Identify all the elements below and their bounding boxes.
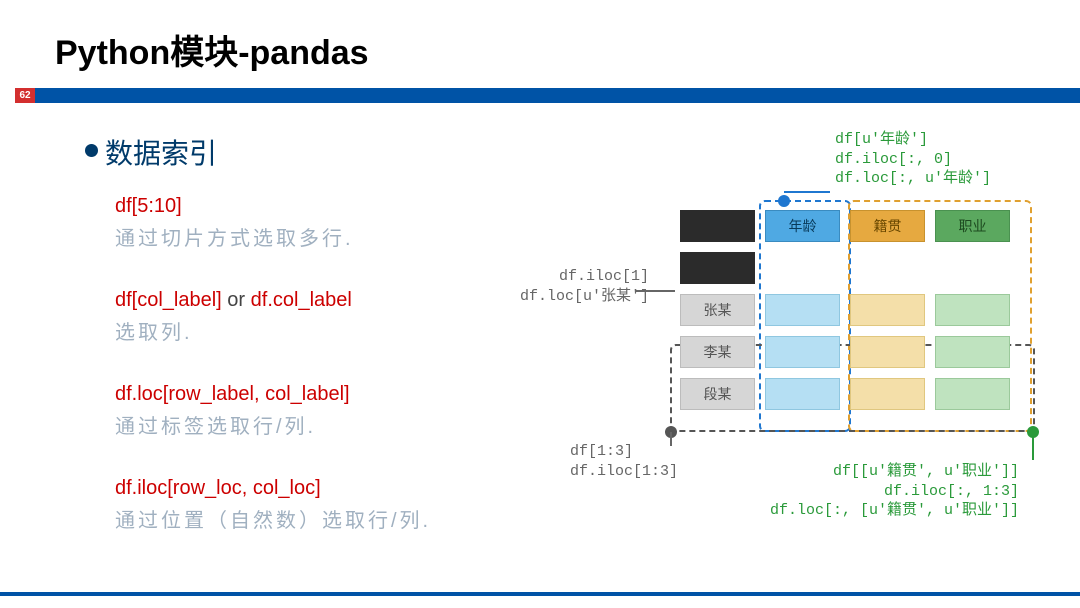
data-cell <box>935 336 1010 368</box>
conn-left <box>635 290 675 292</box>
anno-multi-col: df[[u'籍贯', u'职业']] df.iloc[:, 1:3] df.lo… <box>770 462 1019 521</box>
desc-line: 通过位置（自然数）选取行/列. <box>115 504 495 533</box>
code-sep: or <box>222 289 251 311</box>
conn-bl-v <box>670 432 672 446</box>
col-header: 职业 <box>935 210 1010 242</box>
data-cell <box>765 378 840 410</box>
dataframe-grid: 年龄 籍贯 职业 张某 李某 段某 <box>680 210 1010 420</box>
spacer <box>765 252 840 284</box>
title-bar <box>35 88 1080 103</box>
spacer <box>935 252 1010 284</box>
data-cell <box>765 336 840 368</box>
code-examples: df[5:10] 通过切片方式选取多行. df[col_label] or df… <box>115 195 495 571</box>
slide-title: Python模块-pandas <box>55 25 369 74</box>
code-line: df.iloc[row_loc, col_loc] <box>115 477 495 500</box>
anno-col-select: df[u'年龄'] df.iloc[:, 0] df.loc[:, u'年龄'] <box>835 130 991 189</box>
row-header: 段某 <box>680 378 755 410</box>
dot-blue-icon <box>778 195 790 207</box>
conn-top <box>784 191 830 193</box>
data-cell <box>935 378 1010 410</box>
code-line: df[col_label] or df.col_label <box>115 289 495 312</box>
data-cell <box>850 378 925 410</box>
conn-br-v <box>1032 432 1034 460</box>
row-header: 李某 <box>680 336 755 368</box>
data-row: 段某 <box>680 378 1010 410</box>
code-post: df.col_label <box>251 289 352 311</box>
col-header: 年龄 <box>765 210 840 242</box>
spacer <box>850 252 925 284</box>
gap-row <box>680 252 1010 284</box>
page-number-badge: 62 <box>15 88 35 103</box>
code-line: df[5:10] <box>115 195 495 218</box>
header-row: 年龄 籍贯 职业 <box>680 210 1010 242</box>
desc-line: 选取列. <box>115 316 495 345</box>
row-header: 张某 <box>680 294 755 326</box>
desc-line: 通过标签选取行/列. <box>115 410 495 439</box>
section-heading: 数据索引 <box>105 132 217 172</box>
example-2: df[col_label] or df.col_label 选取列. <box>115 289 495 345</box>
code-pre: df[col_label] <box>115 289 222 311</box>
example-1: df[5:10] 通过切片方式选取多行. <box>115 195 495 251</box>
col-header: 籍贯 <box>850 210 925 242</box>
corner-cell <box>680 252 755 284</box>
corner-cell <box>680 210 755 242</box>
data-row: 李某 <box>680 336 1010 368</box>
example-4: df.iloc[row_loc, col_loc] 通过位置（自然数）选取行/列… <box>115 477 495 533</box>
footer-stripe <box>0 592 1080 596</box>
dataframe-diagram: df[u'年龄'] df.iloc[:, 0] df.loc[:, u'年龄']… <box>500 130 1062 550</box>
anno-slice: df[1:3] df.iloc[1:3] <box>570 442 678 481</box>
data-cell <box>850 294 925 326</box>
section-bullet <box>85 144 98 157</box>
data-cell <box>765 294 840 326</box>
code-line: df.loc[row_label, col_label] <box>115 383 495 406</box>
example-3: df.loc[row_label, col_label] 通过标签选取行/列. <box>115 383 495 439</box>
data-cell <box>850 336 925 368</box>
anno-row-select: df.iloc[1] df.loc[u'张某'] <box>520 267 649 306</box>
desc-line: 通过切片方式选取多行. <box>115 222 495 251</box>
data-cell <box>935 294 1010 326</box>
data-row: 张某 <box>680 294 1010 326</box>
